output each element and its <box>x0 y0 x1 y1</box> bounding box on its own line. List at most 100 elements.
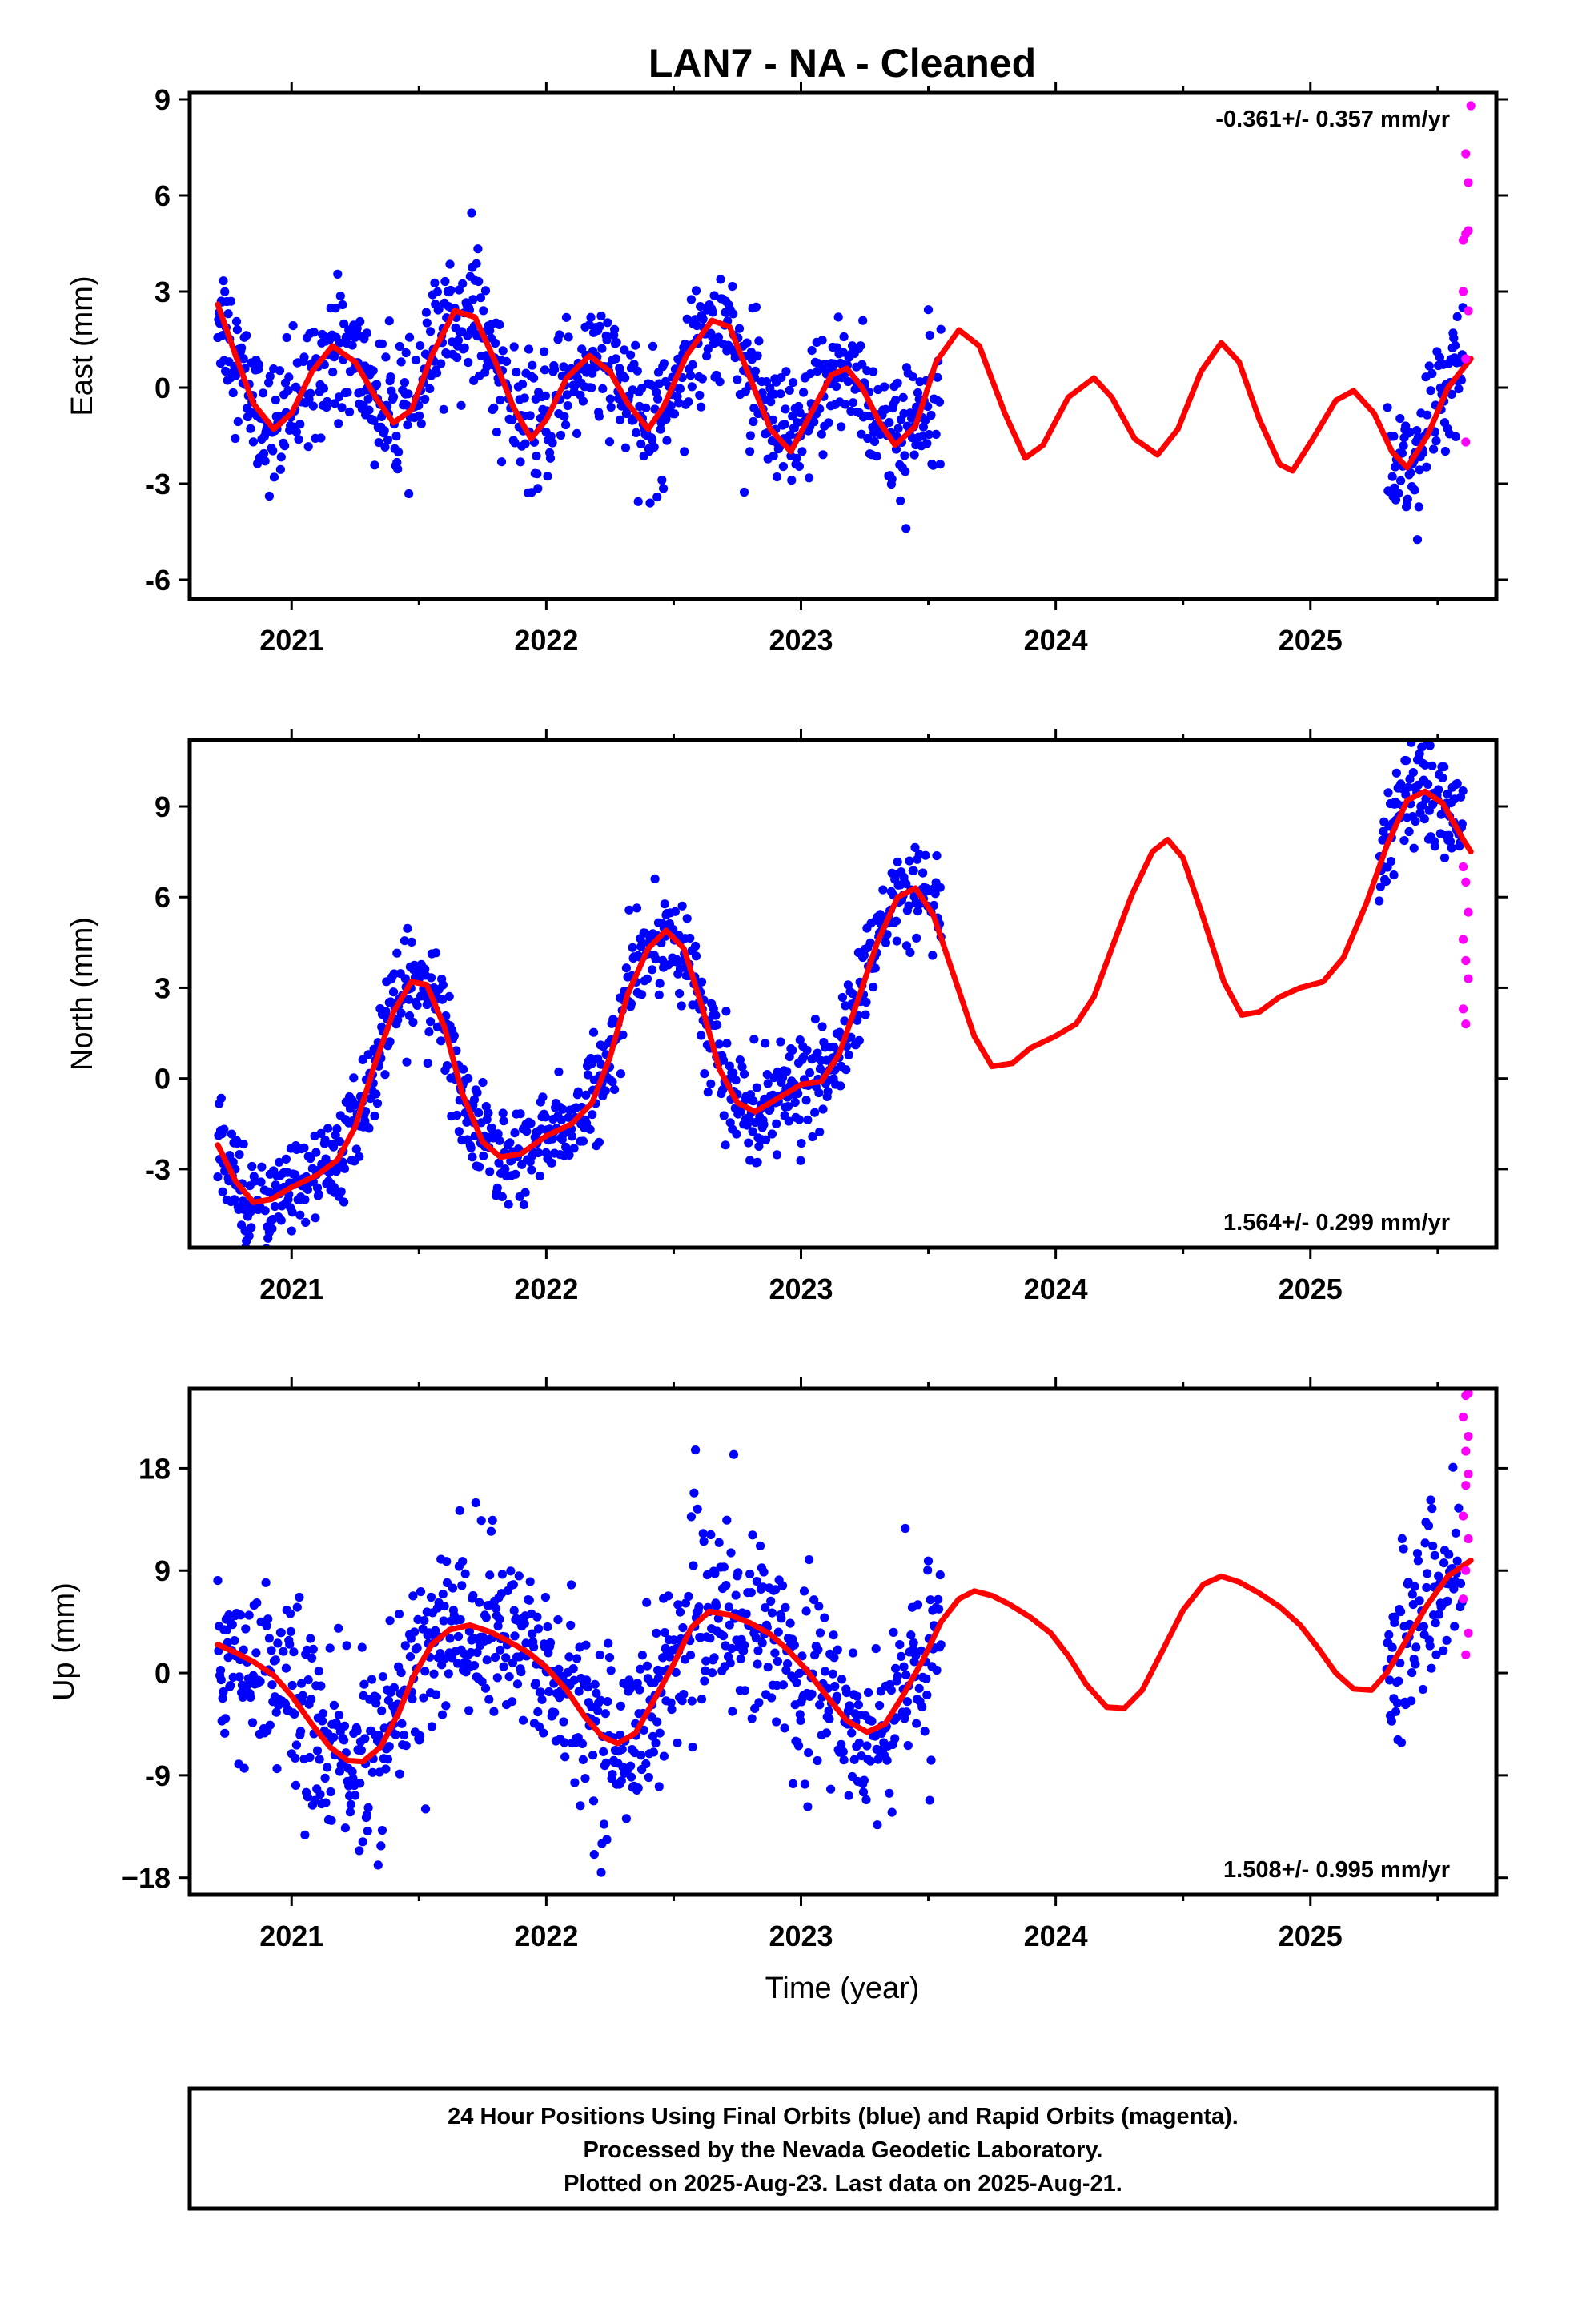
east-final-point <box>1391 462 1400 472</box>
up-final-point <box>726 1548 736 1558</box>
up-final-point <box>528 1629 537 1638</box>
east-final-point <box>616 415 625 424</box>
north-rapid-point <box>1464 907 1473 917</box>
up-final-point <box>654 1782 664 1791</box>
up-final-point <box>1420 1538 1430 1548</box>
north-final-point <box>610 1084 620 1094</box>
east-final-point <box>729 309 738 319</box>
east-final-point <box>510 438 520 448</box>
north-final-point <box>423 1059 432 1068</box>
up-final-point <box>923 1566 933 1575</box>
up-final-point <box>1396 1606 1406 1617</box>
up-final-point <box>590 1679 600 1689</box>
up-final-point <box>740 1686 750 1695</box>
north-y-tick-label: 0 <box>155 1063 171 1096</box>
north-final-point <box>225 1151 235 1160</box>
north-final-point <box>912 933 921 943</box>
up-final-point <box>1427 1504 1437 1514</box>
up-final-point <box>805 1555 814 1565</box>
up-final-point <box>359 1679 369 1689</box>
north-final-point <box>1436 810 1446 819</box>
north-final-point <box>621 963 632 973</box>
east-final-point <box>264 491 274 501</box>
east-final-point <box>572 428 582 439</box>
up-final-point <box>705 1634 715 1643</box>
east-final-point <box>496 396 505 405</box>
up-final-point <box>685 1651 696 1660</box>
up-final-point <box>920 1727 930 1736</box>
east-final-point <box>824 418 833 428</box>
footer-line-2: Processed by the Nevada Geodetic Laborat… <box>584 2137 1103 2163</box>
up-final-point <box>351 1791 360 1800</box>
up-final-point <box>373 1860 383 1870</box>
east-final-point <box>893 424 903 433</box>
north-final-point <box>682 914 692 923</box>
up-final-point <box>603 1697 612 1707</box>
north-x-tick-label: 2023 <box>769 1273 833 1305</box>
footer-line-3: Plotted on 2025-Aug-23. Last data on 202… <box>564 2171 1122 2197</box>
east-final-point <box>1405 428 1415 437</box>
up-final-point <box>689 1488 699 1498</box>
up-final-point <box>357 1642 367 1652</box>
east-final-point <box>935 460 945 469</box>
north-final-point <box>227 1129 236 1139</box>
up-final-point <box>339 1721 350 1731</box>
up-final-point <box>797 1651 807 1661</box>
north-y-axis-label: North (mm) <box>66 917 99 1071</box>
east-final-point <box>872 452 881 461</box>
north-final-point <box>801 1096 811 1105</box>
north-final-point <box>881 938 890 947</box>
up-final-point <box>693 1504 702 1514</box>
east-model-curve <box>215 301 1474 474</box>
up-final-point <box>903 1741 913 1751</box>
north-final-point <box>519 1200 529 1209</box>
north-final-point <box>349 1073 359 1083</box>
up-final-point <box>495 1614 504 1624</box>
east-final-point <box>605 394 616 404</box>
up-final-point <box>509 1606 519 1615</box>
up-final-point <box>1418 1684 1428 1695</box>
north-final-point <box>474 1108 484 1118</box>
north-final-point <box>438 980 448 990</box>
north-final-point <box>329 1142 339 1152</box>
up-final-point <box>325 1643 335 1653</box>
up-final-point <box>439 1616 448 1626</box>
east-final-point <box>653 394 663 404</box>
east-final-point <box>379 426 389 436</box>
up-final-point <box>285 1639 295 1649</box>
up-final-point <box>394 1610 404 1619</box>
east-final-point <box>869 367 878 376</box>
east-final-point <box>880 382 889 392</box>
up-final-point <box>1442 1635 1452 1645</box>
up-final-point <box>481 1613 491 1622</box>
north-final-point <box>247 1223 256 1232</box>
up-final-point <box>826 1784 836 1794</box>
north-plot-area <box>213 740 1474 1248</box>
up-final-point <box>291 1740 301 1750</box>
up-final-point <box>453 1631 464 1642</box>
east-final-point <box>745 431 756 440</box>
east-final-point <box>610 324 620 334</box>
north-final-point <box>316 1128 326 1138</box>
up-final-point <box>476 1516 486 1526</box>
up-final-point <box>815 1700 825 1710</box>
north-x-tick-label: 2024 <box>1024 1273 1088 1305</box>
east-final-point <box>753 351 762 360</box>
east-final-point <box>480 286 491 296</box>
east-final-point <box>805 369 815 379</box>
up-final-point <box>830 1682 840 1691</box>
east-final-point <box>1426 386 1435 396</box>
up-final-point <box>604 1638 613 1648</box>
up-final-point <box>578 1755 588 1764</box>
north-final-point <box>230 1195 239 1204</box>
north-final-point <box>810 1015 820 1024</box>
up-final-point <box>906 1630 916 1640</box>
east-final-point <box>425 384 435 393</box>
east-final-point <box>839 332 849 342</box>
east-final-point <box>841 400 850 409</box>
east-final-point <box>335 338 344 348</box>
east-final-point <box>520 393 529 403</box>
up-final-point <box>652 1628 661 1638</box>
east-plot-area <box>213 101 1476 545</box>
east-final-point <box>901 524 911 533</box>
